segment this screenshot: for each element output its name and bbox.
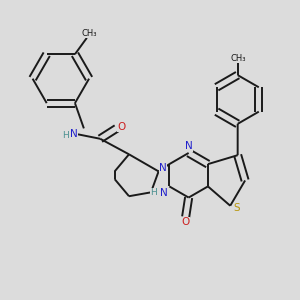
Text: O: O xyxy=(117,122,125,132)
Text: O: O xyxy=(182,217,190,227)
Text: CH₃: CH₃ xyxy=(82,29,97,38)
Text: H: H xyxy=(62,131,69,140)
Text: N: N xyxy=(185,141,193,152)
Text: S: S xyxy=(233,203,240,213)
Text: H: H xyxy=(151,188,157,197)
Text: CH₃: CH₃ xyxy=(231,54,246,63)
Text: N: N xyxy=(70,129,77,139)
Text: N: N xyxy=(159,164,167,173)
Text: N: N xyxy=(160,188,167,198)
